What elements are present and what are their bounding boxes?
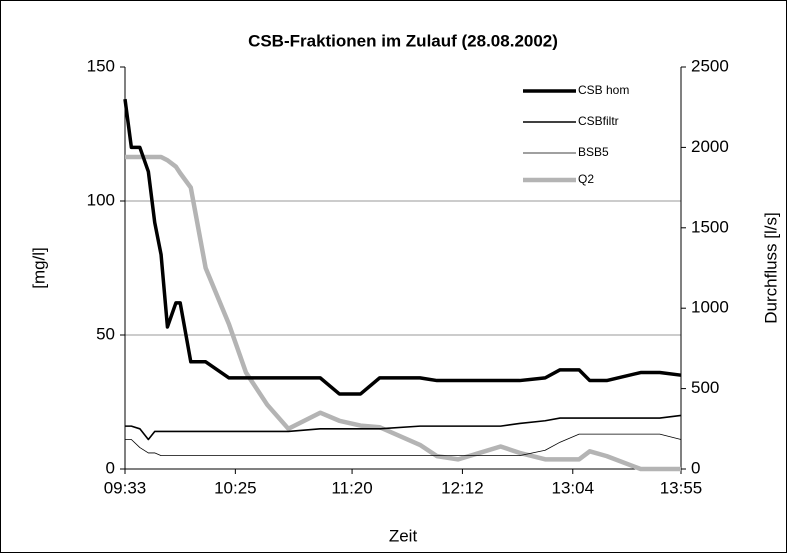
legend-text: Q2 [578, 172, 594, 186]
y2-tick-label: 0 [691, 458, 700, 477]
y-tick-label: 50 [96, 324, 115, 343]
x-axis-label: Zeit [389, 526, 418, 545]
series-line [123, 98, 682, 396]
chart-title: CSB-Fraktionen im Zulauf (28.08.2002) [248, 31, 558, 50]
legend-text: CSB hom [578, 83, 629, 97]
y2-tick-label: 2000 [691, 137, 729, 156]
x-tick-label: 11:20 [331, 478, 372, 497]
y-tick-label: 150 [87, 56, 115, 75]
legend-text: BSB5 [578, 145, 609, 159]
y2-axis-label: Durchfluss [l/s] [761, 212, 780, 323]
y2-tick-label: 1500 [691, 217, 729, 236]
x-tick-label: 09:33 [104, 478, 147, 497]
x-tick-label: 12:12 [441, 478, 484, 497]
y2-tick-label: 1000 [691, 298, 729, 317]
y2-tick-label: 500 [691, 378, 719, 397]
series-line [125, 433, 682, 456]
series-line [125, 414, 682, 441]
x-tick-label: 13:04 [551, 478, 594, 497]
legend-text: CSBfiltr [578, 114, 619, 128]
series-line [125, 154, 681, 472]
x-tick-label: 13:55 [660, 478, 703, 497]
y-tick-label: 100 [87, 190, 115, 209]
y-axis-label: [mg/l] [29, 247, 48, 289]
y2-tick-label: 2500 [691, 56, 729, 75]
y-tick-label: 0 [106, 458, 115, 477]
x-tick-label: 10:25 [214, 478, 257, 497]
